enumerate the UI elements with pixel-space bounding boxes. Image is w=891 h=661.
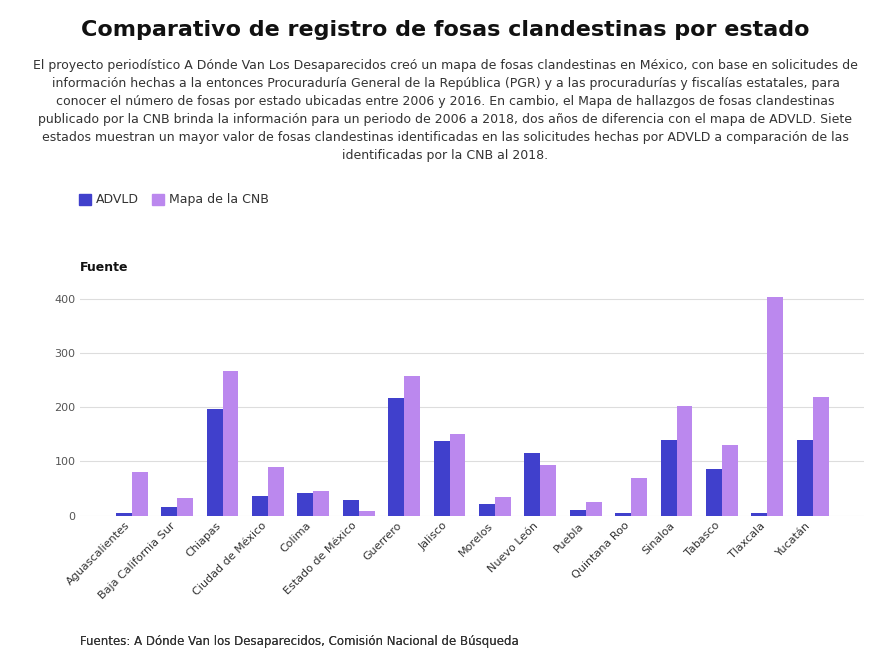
Text: El proyecto periodístico A Dónde Van Los Desaparecidos creó un mapa de fosas cla: El proyecto periodístico A Dónde Van Los… xyxy=(33,59,858,163)
Bar xyxy=(706,469,722,516)
Bar xyxy=(585,502,601,516)
Bar xyxy=(116,513,132,516)
Bar xyxy=(616,514,631,516)
Bar xyxy=(314,491,329,516)
Bar xyxy=(161,508,177,516)
Bar xyxy=(450,434,465,516)
Bar xyxy=(495,496,511,516)
Bar xyxy=(268,467,284,516)
Bar xyxy=(405,375,420,516)
Bar xyxy=(540,465,556,516)
Bar xyxy=(177,498,193,516)
Legend: ADVLD, Mapa de la CNB: ADVLD, Mapa de la CNB xyxy=(78,194,269,206)
Bar xyxy=(797,440,813,516)
Text: Fuentes: A Dónde Van los Desaparecidos, Comisión Nacional de Búsqueda: Fuentes: A Dónde Van los Desaparecidos, … xyxy=(80,635,519,648)
Bar xyxy=(722,446,738,516)
Bar xyxy=(343,500,359,516)
Text: Comparativo de registro de fosas clandestinas por estado: Comparativo de registro de fosas clandes… xyxy=(81,20,810,40)
Bar xyxy=(631,479,647,516)
Bar xyxy=(207,409,223,516)
Bar xyxy=(570,510,585,516)
Bar xyxy=(660,440,676,516)
Bar xyxy=(434,442,450,516)
Bar xyxy=(751,513,767,516)
Text: Fuentes: A Dónde Van los Desaparecidos, Comisión Nacional de Búsqueda: Fuentes: A Dónde Van los Desaparecidos, … xyxy=(80,635,519,648)
Bar xyxy=(252,496,268,516)
Bar xyxy=(359,511,374,516)
Bar xyxy=(676,406,692,516)
Bar xyxy=(223,371,239,516)
Bar xyxy=(525,453,540,516)
Bar xyxy=(298,493,314,516)
Bar xyxy=(132,473,148,516)
Text: Fuente: Fuente xyxy=(80,261,128,274)
Bar xyxy=(813,397,829,516)
Bar xyxy=(767,297,783,516)
Bar xyxy=(479,504,495,516)
Bar xyxy=(388,398,405,516)
